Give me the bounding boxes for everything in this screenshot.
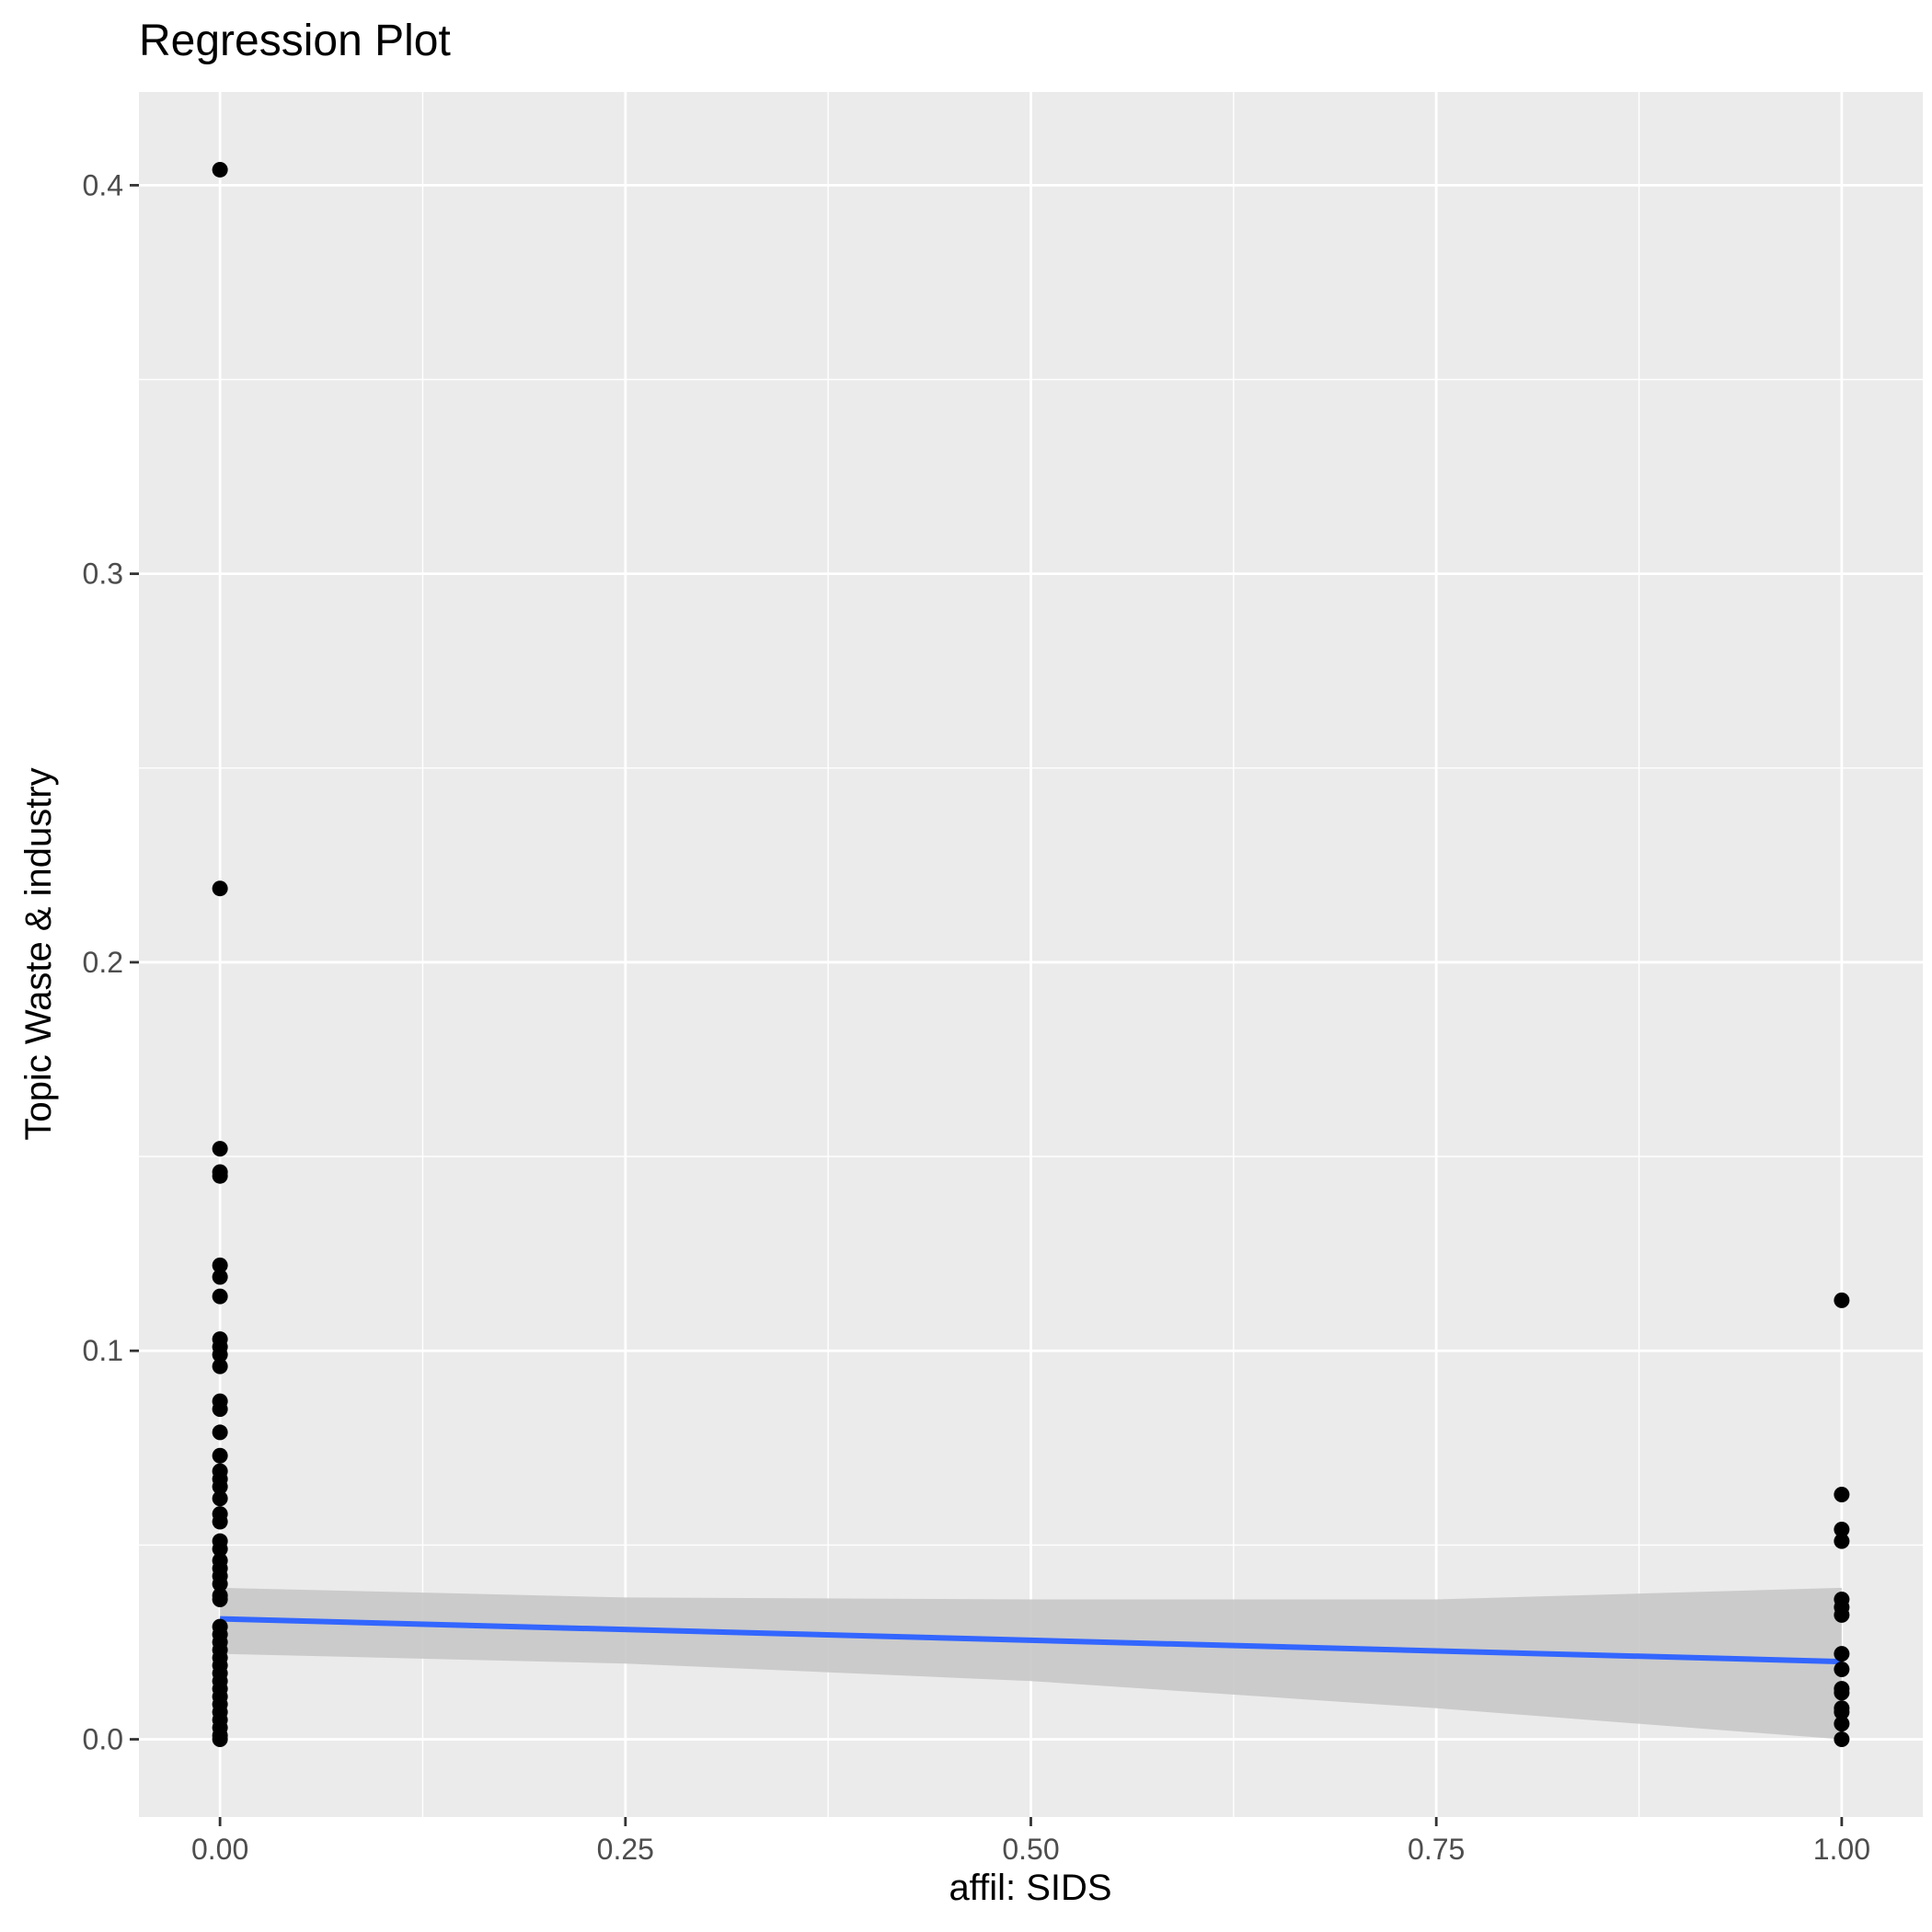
data-point <box>212 1141 228 1157</box>
data-point <box>212 1346 228 1363</box>
y-tick-label: 0.3 <box>83 558 123 591</box>
data-point <box>1834 1606 1850 1623</box>
data-point <box>212 1401 228 1418</box>
data-point <box>212 1592 228 1608</box>
data-point <box>212 1269 228 1285</box>
data-point <box>1834 1646 1850 1662</box>
y-tick-label: 0.0 <box>83 1723 123 1756</box>
data-point <box>212 1167 228 1184</box>
confidence-band-layer <box>220 1587 1842 1740</box>
data-point <box>1834 1522 1850 1537</box>
y-axis-title: Topic Waste & industry <box>18 767 59 1140</box>
x-tick-label: 0.75 <box>1408 1833 1465 1866</box>
y-tick-label: 0.2 <box>83 946 123 979</box>
data-point <box>212 1541 228 1558</box>
data-point <box>1834 1685 1850 1701</box>
data-point <box>212 1731 228 1748</box>
chart-title: Regression Plot <box>139 17 451 65</box>
x-axis-title: affil: SIDS <box>949 1868 1111 1908</box>
data-point <box>212 1447 228 1464</box>
data-point <box>1834 1704 1850 1720</box>
data-point <box>212 1490 228 1507</box>
data-point <box>1834 1533 1850 1549</box>
x-axis: 0.00 0.25 0.50 0.75 1.00 <box>191 1817 1870 1866</box>
data-point <box>1834 1716 1850 1732</box>
data-point <box>212 1576 228 1593</box>
data-point <box>212 1513 228 1530</box>
regression-line <box>220 1616 1842 1665</box>
x-tick-label: 0.00 <box>191 1833 248 1866</box>
y-axis: 0.0 0.1 0.2 0.3 0.4 <box>83 168 139 1756</box>
data-point <box>212 1478 228 1495</box>
y-tick-label: 0.1 <box>83 1334 123 1367</box>
data-point <box>212 1424 228 1441</box>
data-point <box>1834 1662 1850 1678</box>
data-point <box>212 1358 228 1374</box>
x-tick-label: 1.00 <box>1813 1833 1870 1866</box>
data-point <box>1834 1731 1850 1748</box>
data-point <box>212 161 228 178</box>
data-point <box>1834 1486 1850 1502</box>
data-point <box>212 1257 228 1273</box>
major-gridlines <box>139 92 1923 1817</box>
data-point <box>212 880 228 897</box>
x-tick-label: 0.50 <box>1002 1833 1059 1866</box>
regression-line-layer <box>220 1616 1842 1665</box>
data-point <box>212 1288 228 1305</box>
confidence-band <box>220 1587 1842 1740</box>
scatter-points <box>212 161 1850 1748</box>
x-tick-label: 0.25 <box>597 1833 654 1866</box>
y-tick-label: 0.4 <box>83 168 123 201</box>
data-point <box>1834 1292 1850 1308</box>
